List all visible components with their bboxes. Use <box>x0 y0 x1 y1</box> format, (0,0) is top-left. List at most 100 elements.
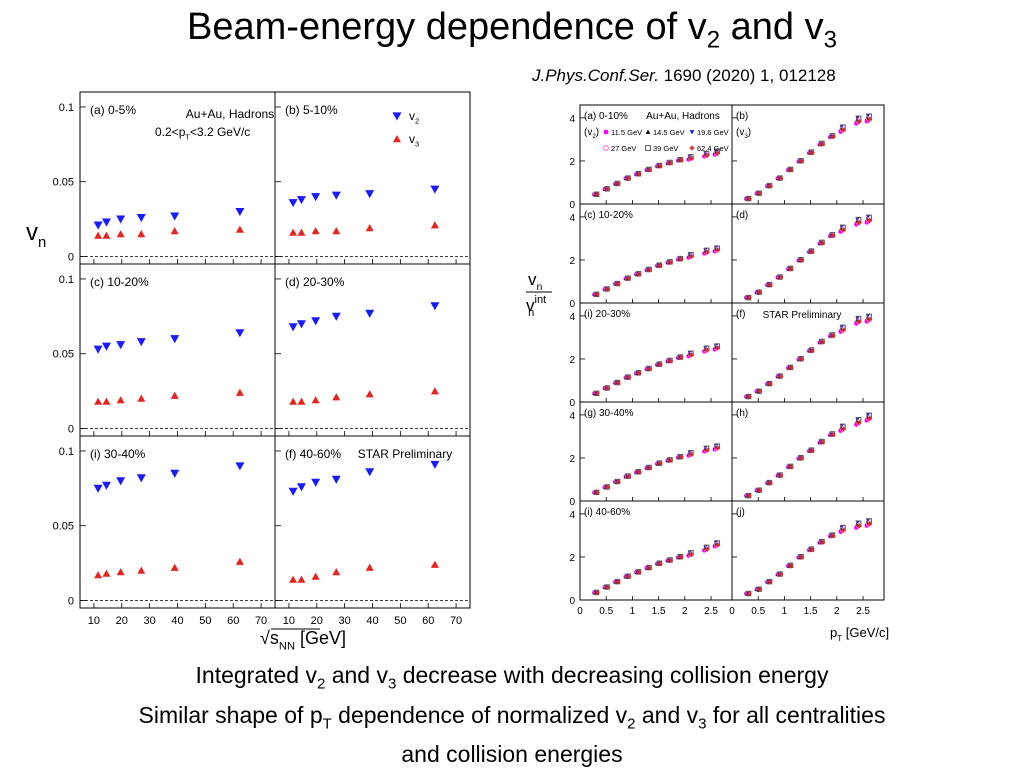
v3-point <box>170 563 179 571</box>
pt-point <box>715 151 720 156</box>
y-axis-title-denominator: vint n <box>526 294 546 319</box>
v2-point <box>430 460 440 469</box>
right-panel-2-0: (i) 20-30% <box>579 302 733 403</box>
x-tick-label: 2.5 <box>856 606 870 617</box>
v3-point <box>297 397 306 405</box>
pt-point <box>705 348 710 353</box>
v2-point <box>365 190 375 199</box>
pt-point <box>857 119 862 124</box>
pt-point <box>689 254 694 259</box>
y-tick-label: 4 <box>569 411 575 422</box>
legend-energy-marker <box>645 129 651 134</box>
pt-point <box>867 416 872 421</box>
pt-point <box>778 572 783 577</box>
pt-point <box>830 533 836 539</box>
pt-point <box>615 579 621 585</box>
v2-point <box>101 481 111 490</box>
pt-point <box>820 540 825 545</box>
v2-point <box>296 483 306 492</box>
v2-point <box>101 218 111 227</box>
y-tick-label: 0 <box>68 252 74 264</box>
pt-point <box>788 563 794 568</box>
v3-point <box>365 390 374 398</box>
pt-point <box>605 385 610 391</box>
pt-point <box>647 167 652 172</box>
y-tick-label: 4 <box>569 213 575 224</box>
slide-title: Beam-energy dependence of v2 and v3 <box>187 6 837 54</box>
reference-citation: J.Phys.Conf.Ser. 1690 (2020) 1, 012128 <box>532 66 836 85</box>
pt-point <box>747 493 752 498</box>
y-tick-label: 0.05 <box>53 177 74 189</box>
v3-point <box>102 231 111 239</box>
v2-point <box>235 462 245 471</box>
x-tick-label: 10 <box>283 615 295 627</box>
pt-point <box>841 228 846 233</box>
y-tick-label: 0.1 <box>59 446 74 458</box>
v2-point <box>331 191 341 200</box>
pt-point <box>820 240 825 246</box>
pt-point <box>799 456 804 461</box>
v2-point <box>101 342 111 351</box>
pt-point <box>678 555 684 560</box>
pt-point <box>668 260 673 265</box>
pt-point <box>788 365 794 370</box>
x-tick-label: 1 <box>630 606 636 617</box>
x-axis-title: pT [GeV/c] <box>830 625 889 643</box>
pt-point <box>809 150 815 155</box>
pt-point <box>657 362 663 367</box>
pt-point <box>830 432 836 437</box>
x-tick-label: 2.5 <box>704 606 718 617</box>
pt-point <box>615 380 621 385</box>
pt-point <box>605 186 610 192</box>
x-tick-label: 1.5 <box>804 606 818 617</box>
x-tick-label: 40 <box>171 615 183 627</box>
v2-point <box>116 341 126 350</box>
x-tick-label: 40 <box>366 615 378 627</box>
x-tick-label: 20 <box>116 615 128 627</box>
pt-point <box>767 183 773 189</box>
right-star-preliminary: STAR Preliminary <box>763 310 842 321</box>
v2-point <box>136 474 146 483</box>
system-label: Au+Au, Hadrons <box>186 107 274 121</box>
v3-point <box>235 557 244 565</box>
left-panel-border <box>79 263 276 437</box>
right-panel-0-1: (b) <box>731 104 885 205</box>
pt-point <box>767 579 773 585</box>
pt-point <box>605 584 610 590</box>
v3-point <box>137 566 146 574</box>
v2-tag: (v2) <box>584 127 599 140</box>
right-panel-0-0: (a) 0-10% <box>579 104 733 205</box>
x-tick-label: 50 <box>394 615 406 627</box>
pt-point <box>657 163 663 169</box>
y-tick-label: 0 <box>569 299 575 310</box>
pt-point <box>626 474 631 479</box>
caption: Integrated v2 and v3 decrease with decre… <box>0 660 1024 769</box>
pt-point <box>626 375 631 380</box>
legend-energy-label: 11.5 GeV <box>611 128 642 137</box>
legend-energy-marker <box>603 129 609 135</box>
v3-point <box>102 397 111 405</box>
pt-point <box>820 439 825 445</box>
v3-point <box>94 397 103 405</box>
right-panel-label: (c) 10-20% <box>584 210 633 221</box>
pt-point <box>747 591 752 596</box>
pt-point <box>778 275 783 280</box>
x-tick-label: 70 <box>255 615 267 627</box>
right-panel-4-1: (j) <box>731 500 885 601</box>
v2-point <box>136 338 146 347</box>
v3-point <box>332 393 341 401</box>
y-tick-label: 0 <box>68 424 74 436</box>
pt-point <box>657 561 663 566</box>
v2-point <box>430 185 440 194</box>
pt-point <box>799 258 804 263</box>
y-tick-label: 4 <box>569 510 575 521</box>
pt-point <box>747 196 752 201</box>
pt-point <box>778 473 783 478</box>
pt-point <box>647 366 652 372</box>
right-figure-normalized-vn-vs-pt: (a) 0-10% 0 2 4 (b) (c) 10-20% 0 2 4 (d) (i) 20-30… <box>526 104 889 643</box>
y-tick-label: 0.1 <box>59 102 74 114</box>
legend-energy-label: 62.4 GeV <box>697 144 729 153</box>
pt-point <box>615 479 621 484</box>
legend-energy-marker <box>689 130 695 135</box>
y-tick-label: 2 <box>569 355 575 366</box>
